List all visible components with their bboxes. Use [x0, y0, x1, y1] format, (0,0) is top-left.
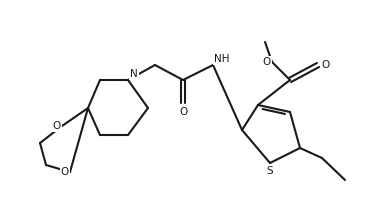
Text: NH: NH	[214, 54, 229, 64]
Text: O: O	[53, 121, 61, 131]
Text: O: O	[61, 167, 69, 177]
Text: O: O	[263, 57, 271, 67]
Text: O: O	[321, 60, 329, 70]
Text: N: N	[130, 69, 138, 79]
Text: O: O	[179, 107, 187, 117]
Text: S: S	[267, 166, 273, 176]
